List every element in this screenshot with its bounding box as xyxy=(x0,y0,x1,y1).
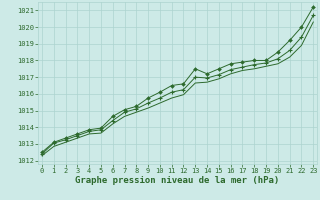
X-axis label: Graphe pression niveau de la mer (hPa): Graphe pression niveau de la mer (hPa) xyxy=(76,176,280,185)
